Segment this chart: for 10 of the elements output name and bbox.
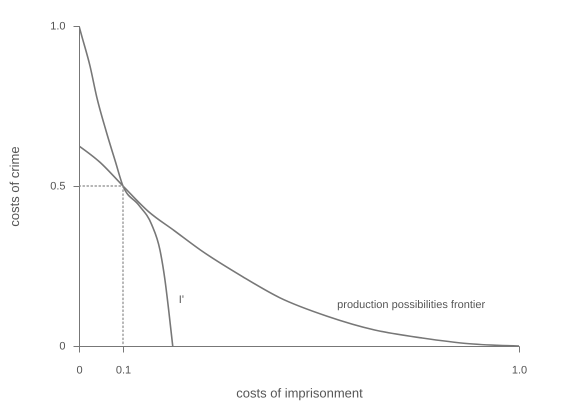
series-label: production possibilities frontier <box>337 299 486 312</box>
y-tick-label: 0 <box>59 340 66 352</box>
y-axis-title: costs of crime <box>7 146 22 227</box>
x-axis-title: costs of imprisonment <box>236 386 364 400</box>
x-tick-label: 1.0 <box>512 364 528 376</box>
x-tick-label: 0.1 <box>116 364 132 376</box>
y-tick-label: 0.5 <box>50 180 66 192</box>
y-tick-label: 1.0 <box>50 20 66 32</box>
x-tick-label: 0 <box>76 364 83 376</box>
series-label: I' <box>178 294 184 306</box>
